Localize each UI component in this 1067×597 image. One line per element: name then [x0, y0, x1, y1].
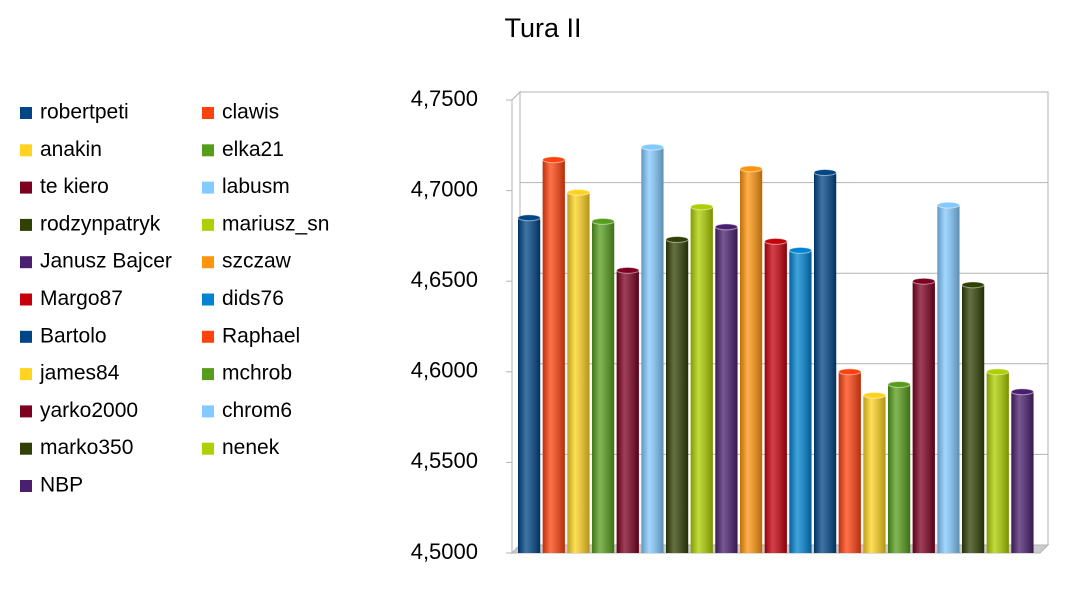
bar-cap — [788, 246, 813, 254]
legend-label: labusm — [222, 175, 290, 198]
legend-label: rodzynpatryk — [40, 212, 161, 235]
bar-shading — [666, 239, 689, 554]
bar-cap — [887, 380, 911, 388]
bar-shading — [641, 147, 664, 553]
legend-swatch — [202, 144, 214, 157]
legend-label: mariusz_sn — [222, 212, 329, 235]
bar-cap — [986, 368, 1010, 376]
legend-swatch — [202, 107, 214, 119]
bar-cap — [739, 165, 763, 173]
bar-cap — [1010, 388, 1035, 396]
legend-label: Janusz Bajcer — [40, 250, 172, 273]
bar-cap — [542, 156, 566, 164]
bar-shading — [1011, 391, 1034, 553]
bar-cap — [517, 214, 541, 222]
legend-label: te kiero — [40, 175, 109, 198]
legend-swatch — [202, 218, 214, 231]
legend-label: elka21 — [222, 138, 284, 161]
legend-label: robertpeti — [40, 101, 129, 124]
bar-shading — [592, 221, 615, 554]
bar-shading — [937, 205, 960, 553]
legend-label: Bartolo — [40, 324, 107, 347]
bar-shading — [912, 281, 935, 553]
bar-cap — [912, 277, 936, 285]
bar-shading — [715, 226, 738, 553]
legend-swatch — [20, 442, 32, 455]
legend-swatch — [20, 330, 32, 343]
legend-swatch — [20, 181, 32, 194]
bar-shading — [567, 192, 590, 554]
legend-label: yarko2000 — [40, 399, 138, 422]
legend-swatch — [20, 256, 32, 269]
legend-label: mchrob — [222, 362, 292, 385]
legend-swatch — [202, 442, 214, 455]
y-tick-label: 4,5000 — [411, 539, 478, 564]
legend-swatch — [202, 293, 214, 306]
legend-swatch — [20, 368, 32, 381]
bar-shading — [863, 395, 886, 553]
bar-cap — [690, 203, 714, 211]
legend-label: nenek — [222, 436, 280, 459]
legend-label: james84 — [39, 362, 120, 385]
legend-swatch — [202, 368, 214, 381]
chart-title: Tura II — [504, 13, 581, 43]
legend-swatch — [202, 405, 214, 418]
legend-swatch — [20, 405, 32, 418]
y-tick-label: 4,5500 — [411, 448, 478, 473]
bar-shading — [764, 241, 787, 553]
legend-label: Raphael — [222, 324, 300, 347]
y-tick-label: 4,6000 — [411, 358, 478, 383]
legend-swatch — [20, 107, 32, 119]
legend-swatch — [20, 144, 32, 157]
bar-shading — [814, 172, 837, 554]
legend-label: marko350 — [40, 436, 133, 459]
legend-swatch — [202, 181, 214, 194]
y-tick-label: 4,6500 — [411, 267, 478, 292]
bar-cap — [862, 391, 887, 399]
legend-label: NBP — [40, 474, 83, 497]
bar-shading — [616, 270, 639, 553]
bar-shading — [838, 371, 861, 553]
bar-shading — [789, 250, 812, 553]
bar-cap — [764, 237, 788, 245]
bar-cap — [714, 223, 739, 231]
bar-cap — [961, 281, 985, 289]
bar-cap — [640, 143, 665, 151]
legend-label: anakin — [40, 138, 102, 161]
bar-shading — [986, 371, 1009, 553]
bar-shading — [740, 168, 763, 553]
bar-shading — [888, 384, 911, 553]
legend-swatch — [202, 330, 214, 343]
bar-cap — [936, 201, 961, 209]
bar-shading — [962, 284, 985, 553]
bar-shading — [518, 217, 541, 553]
legend-swatch — [20, 218, 32, 231]
legend-swatch — [20, 293, 32, 306]
legend-label: chrom6 — [222, 399, 292, 422]
bar-cap — [591, 217, 615, 225]
y-tick-label: 4,7000 — [411, 176, 478, 201]
bar-shading — [690, 206, 713, 553]
bar-cap — [616, 266, 640, 274]
legend-label: dids76 — [222, 287, 284, 310]
legend-label: clawis — [222, 101, 279, 124]
bar-cap — [813, 168, 837, 176]
legend-label: Margo87 — [40, 287, 123, 310]
bar-cap — [838, 368, 862, 376]
legend-label: szczaw — [222, 250, 292, 273]
legend-swatch — [20, 480, 32, 492]
bar-shading — [542, 159, 565, 553]
bar-cap — [665, 236, 689, 244]
y-tick-label: 4,7500 — [411, 86, 478, 111]
legend-swatch — [202, 256, 214, 269]
bar-cap — [566, 188, 591, 196]
